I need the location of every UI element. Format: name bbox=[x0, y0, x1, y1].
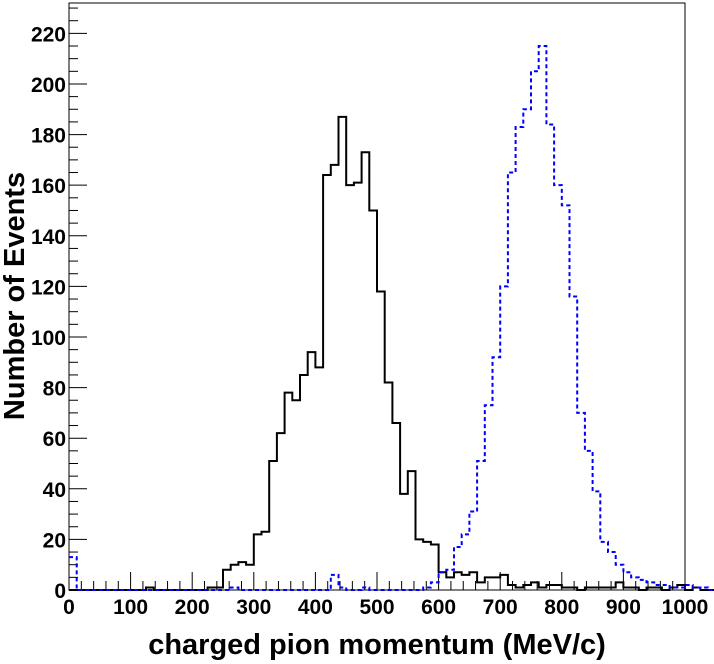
x-tick-label: 900 bbox=[606, 596, 641, 619]
y-tick-label: 100 bbox=[31, 327, 66, 350]
y-tick-label: 140 bbox=[31, 226, 66, 249]
x-tick-label: 500 bbox=[359, 596, 394, 619]
y-tick-label: 0 bbox=[54, 580, 66, 603]
series-layer bbox=[69, 45, 714, 591]
plot-frame bbox=[68, 2, 686, 591]
x-tick-label: 0 bbox=[63, 596, 75, 619]
x-tick-label: 300 bbox=[236, 596, 271, 619]
y-tick-label: 80 bbox=[43, 378, 66, 401]
x-tick-label: 400 bbox=[298, 596, 333, 619]
y-tick-label: 40 bbox=[43, 479, 66, 502]
x-tick-label: 100 bbox=[113, 596, 148, 619]
y-axis-title: Number of Events bbox=[0, 172, 31, 420]
x-tick-label: 600 bbox=[421, 596, 456, 619]
y-axis: 0 20 40 60 80 100 120 140 160 180 200 220 bbox=[31, 7, 87, 603]
x-tick-label: 200 bbox=[175, 596, 210, 619]
x-axis-title: charged pion momentum (MeV/c) bbox=[148, 629, 606, 661]
x-tick-label: 800 bbox=[544, 596, 579, 619]
y-tick-label: 160 bbox=[31, 175, 66, 198]
x-tick-label: 700 bbox=[483, 596, 518, 619]
y-tick-label: 220 bbox=[31, 23, 66, 46]
histogram-series-dashed bbox=[69, 45, 714, 591]
y-tick-label: 60 bbox=[43, 428, 66, 451]
x-axis: 0 100 200 300 400 500 600 700 800 900 1000 bbox=[63, 572, 708, 619]
y-tick-label: 120 bbox=[31, 276, 66, 299]
y-tick-label: 180 bbox=[31, 125, 66, 148]
y-tick-label: 20 bbox=[43, 529, 66, 552]
x-tick-label: 1000 bbox=[662, 596, 709, 619]
y-tick-label: 200 bbox=[31, 74, 66, 97]
histogram-series-solid bbox=[69, 115, 714, 591]
